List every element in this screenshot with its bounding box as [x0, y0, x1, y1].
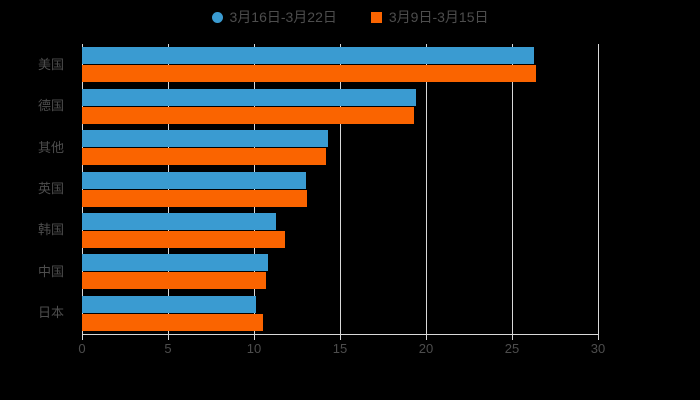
x-axis-tick	[340, 334, 341, 340]
chart-legend: 3月16日-3月22日 3月9日-3月15日	[0, 6, 700, 28]
x-axis-label: 5	[164, 341, 172, 356]
x-axis-tick	[82, 334, 83, 340]
y-axis-label: 中国	[37, 263, 64, 279]
bar-group	[82, 88, 598, 124]
legend-item-series-1[interactable]: 3月9日-3月15日	[370, 9, 489, 25]
bar-group	[82, 212, 598, 248]
bar[interactable]	[82, 313, 263, 331]
bar[interactable]	[82, 171, 306, 189]
bar-group	[82, 171, 598, 207]
x-axis-label: 30	[590, 341, 606, 356]
legend-circle-marker-icon	[211, 11, 223, 23]
y-axis-label: 德国	[37, 98, 64, 114]
x-axis-tick	[254, 334, 255, 340]
legend-square-marker-icon	[370, 11, 382, 23]
x-axis-tick	[168, 334, 169, 340]
x-axis-label: 15	[332, 341, 348, 356]
y-axis-label: 日本	[37, 305, 64, 321]
bar-group	[82, 254, 598, 290]
x-axis-label: 25	[504, 341, 520, 356]
x-axis-label: 20	[418, 341, 434, 356]
x-axis-tick	[426, 334, 427, 340]
x-axis-label: 10	[246, 341, 262, 356]
bar[interactable]	[82, 65, 537, 83]
y-axis-label: 韩国	[37, 222, 64, 238]
y-axis-label: 英国	[37, 181, 64, 196]
plot-area	[82, 44, 599, 334]
legend-item-series-0[interactable]: 3月16日-3月22日	[211, 9, 337, 25]
bar[interactable]	[82, 189, 308, 207]
bar-group	[82, 295, 598, 331]
x-axis-value-labels: 0 5 10 15 20 25 30	[0, 334, 700, 362]
bar[interactable]	[82, 47, 535, 65]
y-axis-category-labels: 美国德国其他英国韩国中国日本	[0, 44, 74, 334]
bar[interactable]	[82, 272, 267, 290]
bar[interactable]	[82, 230, 285, 248]
bar[interactable]	[82, 106, 414, 124]
legend-label-series-1: 3月9日-3月15日	[388, 9, 489, 25]
gridline-x-30	[598, 44, 599, 334]
bar[interactable]	[82, 212, 277, 230]
bar[interactable]	[82, 254, 268, 272]
bar[interactable]	[82, 130, 328, 148]
bar-group	[82, 130, 598, 166]
y-axis-label: 其他	[37, 139, 64, 155]
bar[interactable]	[82, 148, 327, 166]
y-axis-label: 美国	[37, 56, 64, 72]
bar[interactable]	[82, 295, 256, 313]
x-axis-label: 0	[78, 341, 86, 356]
bar-groups	[82, 44, 598, 334]
bar[interactable]	[82, 88, 416, 106]
x-axis-tick	[598, 334, 599, 340]
legend-label-series-0: 3月16日-3月22日	[229, 9, 337, 25]
bar-group	[82, 47, 598, 83]
x-axis-tick	[512, 334, 513, 340]
